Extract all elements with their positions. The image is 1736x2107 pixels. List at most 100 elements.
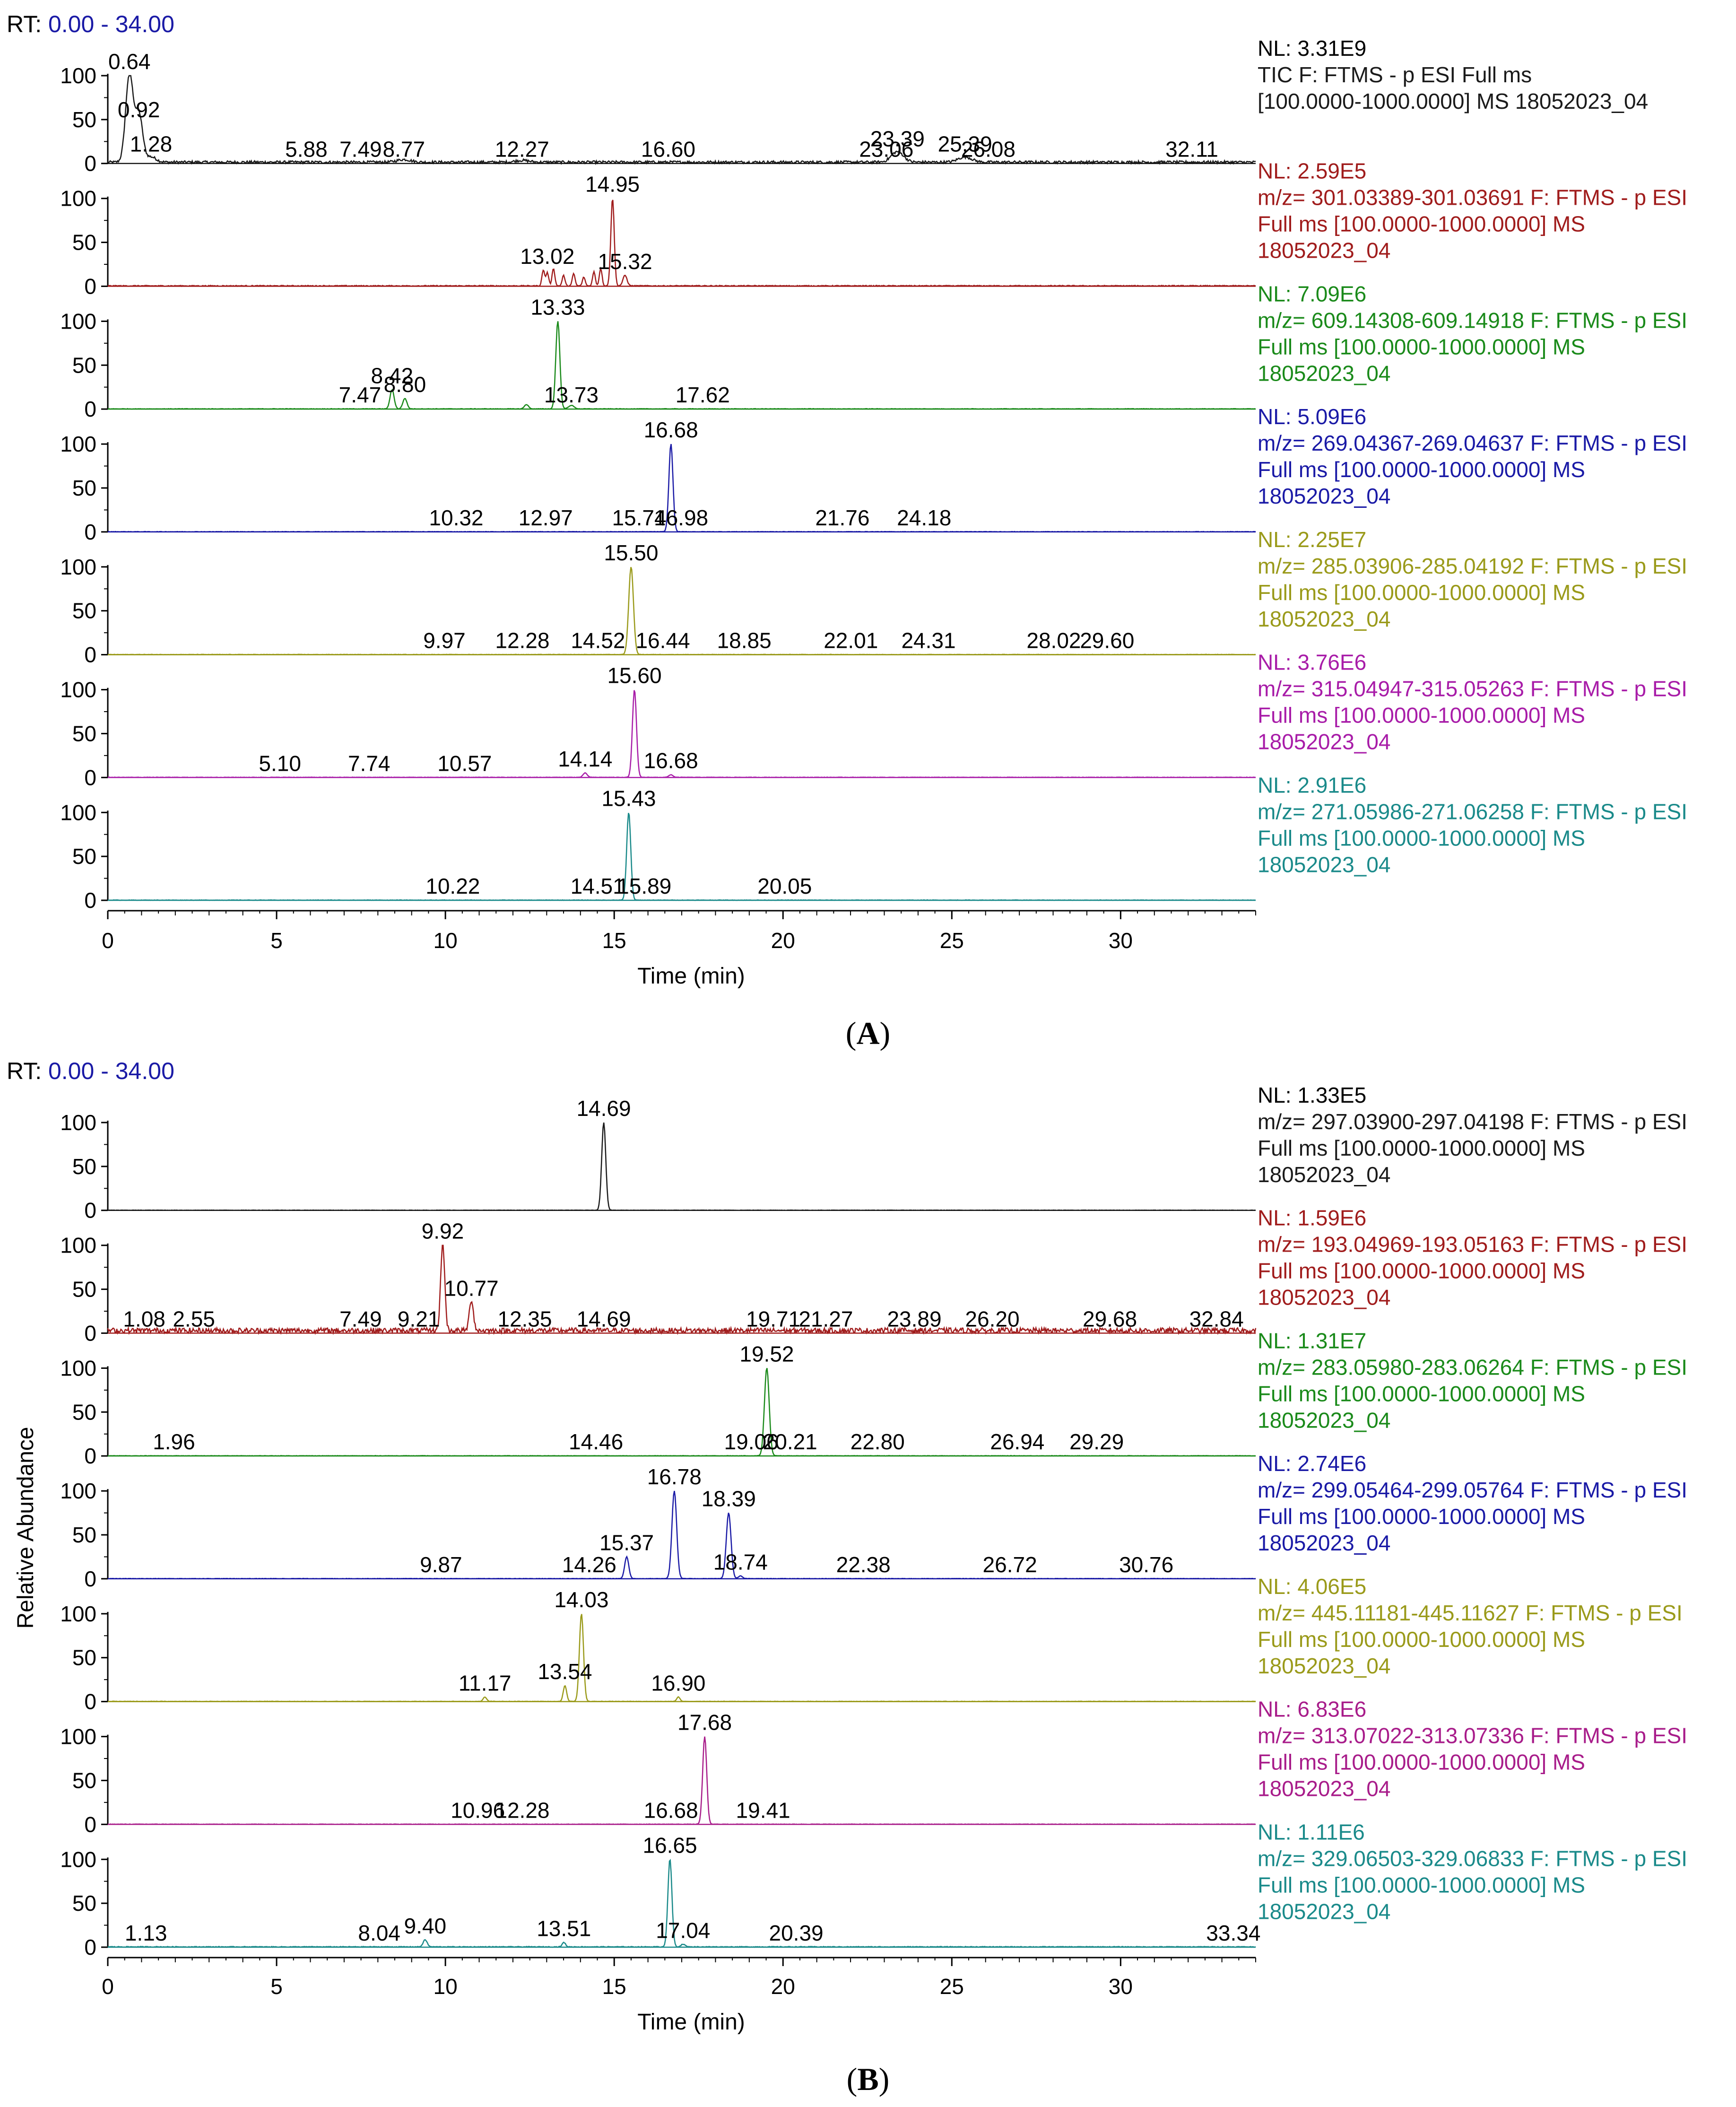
trace-line xyxy=(107,444,1256,533)
trace-tic: 0 50 100 0.64 0.92 1.28 5.88 7.49 8.77 12.27 16.60… xyxy=(60,36,1648,176)
peak-label: 22.38 xyxy=(836,1552,891,1577)
peak-label: 15.50 xyxy=(604,540,658,565)
y-tick-label: 0 xyxy=(84,1689,96,1714)
scan-info-line: TIC F: FTMS - p ESI Full ms xyxy=(1258,62,1532,87)
y-tick-label: 50 xyxy=(72,1891,96,1915)
peak-label: 9.97 xyxy=(423,628,466,653)
scan-info-line: 18052023_04 xyxy=(1258,361,1390,385)
peak-label: 22.80 xyxy=(851,1429,905,1454)
trace-m-z-269: 0 50 100 10.32 12.97 15.74 16.68 16.98 21.76 24.1… xyxy=(60,404,1687,544)
trace-line xyxy=(107,75,1256,165)
peak-label: 1.08 xyxy=(123,1306,165,1331)
scan-info-line: 18052023_04 xyxy=(1258,607,1390,631)
peak-label: 14.46 xyxy=(569,1429,623,1454)
trace-line xyxy=(107,321,1256,410)
nl-label: NL: 7.09E6 xyxy=(1258,281,1366,306)
y-tick-label: 50 xyxy=(72,353,96,377)
y-tick-label: 100 xyxy=(60,555,96,579)
peak-label: 23.39 xyxy=(870,126,925,151)
peak-label: 21.76 xyxy=(815,505,869,530)
peak-label: 12.35 xyxy=(497,1306,552,1331)
scan-info-line: Full ms [100.0000-1000.0000] MS xyxy=(1258,334,1585,359)
peak-label: 16.44 xyxy=(635,628,690,653)
y-tick-label: 50 xyxy=(72,476,96,500)
peak-label: 10.57 xyxy=(437,751,492,775)
peak-label: 26.08 xyxy=(961,137,1016,162)
scan-info-line: Full ms [100.0000-1000.0000] MS xyxy=(1258,826,1585,850)
trace-m-z-609: 0 50 100 7.478.428.80 13.33 13.73 17.62 NL: 7.0… xyxy=(60,281,1687,421)
peak-label: 16.90 xyxy=(651,1671,705,1695)
y-tick-label: 50 xyxy=(72,721,96,746)
nl-label: NL: 3.76E6 xyxy=(1258,650,1366,675)
scan-info-line: m/z= 271.05986-271.06258 F: FTMS - p ESI xyxy=(1258,799,1687,824)
peak-label: 17.62 xyxy=(676,383,730,407)
y-tick-label: 0 xyxy=(84,1444,96,1468)
peak-label: 30.76 xyxy=(1119,1552,1173,1577)
peak-label: 8.42 xyxy=(371,363,414,388)
peak-label: 10.22 xyxy=(425,874,480,898)
peak-label: 8.04 xyxy=(358,1921,400,1945)
x-tick-label: 15 xyxy=(602,1974,626,1999)
x-tick-label: 5 xyxy=(270,928,283,953)
scan-info-line: m/z= 609.14308-609.14918 F: FTMS - p ESI xyxy=(1258,308,1687,332)
peak-label: 29.60 xyxy=(1080,628,1134,653)
y-tick-label: 50 xyxy=(72,1277,96,1302)
peak-label: 19.52 xyxy=(739,1341,794,1366)
peak-label: 11.17 xyxy=(459,1671,512,1695)
trace-line xyxy=(107,200,1256,287)
peak-label: 0.64 xyxy=(108,49,151,74)
x-tick-label: 30 xyxy=(1109,928,1133,953)
x-tick-label: 0 xyxy=(102,1974,114,1999)
trace-line xyxy=(107,1859,1256,1948)
peak-label: 9.21 xyxy=(398,1306,440,1331)
nl-label: NL: 2.74E6 xyxy=(1258,1451,1366,1476)
peak-label: 0.92 xyxy=(118,97,160,122)
peak-label: 2.55 xyxy=(173,1306,215,1331)
nl-label: NL: 1.11E6 xyxy=(1258,1820,1365,1844)
trace-m-z-315: 0 50 100 5.10 7.74 10.57 14.14 15.60 16.68 NL: 3.… xyxy=(60,650,1687,790)
scan-info-line: 18052023_04 xyxy=(1258,1531,1390,1555)
peak-label: 9.87 xyxy=(420,1552,462,1577)
peak-label: 14.26 xyxy=(562,1552,616,1577)
y-tick-label: 100 xyxy=(60,1724,96,1749)
peak-label: 33.34 xyxy=(1206,1921,1260,1945)
y-tick-label: 0 xyxy=(84,1935,96,1959)
peak-label: 13.54 xyxy=(538,1659,592,1684)
y-tick-label: 100 xyxy=(60,1233,96,1258)
trace-line xyxy=(107,1122,1256,1211)
scan-info-line: m/z= 285.03906-285.04192 F: FTMS - p ESI xyxy=(1258,554,1687,578)
peak-label: 15.60 xyxy=(607,663,661,688)
scan-info-line: 18052023_04 xyxy=(1258,1285,1390,1310)
trace-line xyxy=(107,567,1256,655)
peak-label: 15.89 xyxy=(617,874,671,898)
y-tick-label: 0 xyxy=(84,888,96,913)
scan-info-line: 18052023_04 xyxy=(1258,852,1390,877)
rt-range-label: RT: 0.00 - 34.00 xyxy=(7,1058,174,1084)
x-tick-label: 25 xyxy=(940,928,964,953)
nl-label: NL: 1.33E5 xyxy=(1258,1083,1366,1107)
y-tick-label: 100 xyxy=(60,186,96,211)
nl-label: NL: 2.91E6 xyxy=(1258,773,1366,797)
peak-label: 25.39 xyxy=(938,132,992,157)
peak-label: 32.11 xyxy=(1165,137,1218,162)
peak-label: 26.94 xyxy=(990,1429,1044,1454)
trace-m-z-285: 0 50 100 9.97 12.28 14.52 15.50 16.44 18.85 22.01… xyxy=(60,527,1687,667)
scan-info-line: Full ms [100.0000-1000.0000] MS xyxy=(1258,1136,1585,1160)
y-tick-label: 100 xyxy=(60,1356,96,1380)
y-tick-label: 50 xyxy=(72,107,96,132)
peak-label: 26.72 xyxy=(983,1552,1037,1577)
y-tick-label: 100 xyxy=(60,63,96,88)
peak-label: 32.84 xyxy=(1189,1306,1244,1331)
peak-label: 14.51 xyxy=(571,874,625,898)
y-axis-label: Relative Abundance xyxy=(13,1427,38,1629)
peak-label: 29.29 xyxy=(1069,1429,1124,1454)
y-tick-label: 0 xyxy=(84,1198,96,1223)
peak-label: 20.39 xyxy=(769,1921,824,1945)
peak-label: 26.20 xyxy=(965,1306,1019,1331)
peak-label: 8.77 xyxy=(383,137,425,162)
y-tick-label: 100 xyxy=(60,800,96,825)
nl-label: NL: 3.31E9 xyxy=(1258,36,1366,61)
peak-label: 15.74 xyxy=(612,505,666,530)
